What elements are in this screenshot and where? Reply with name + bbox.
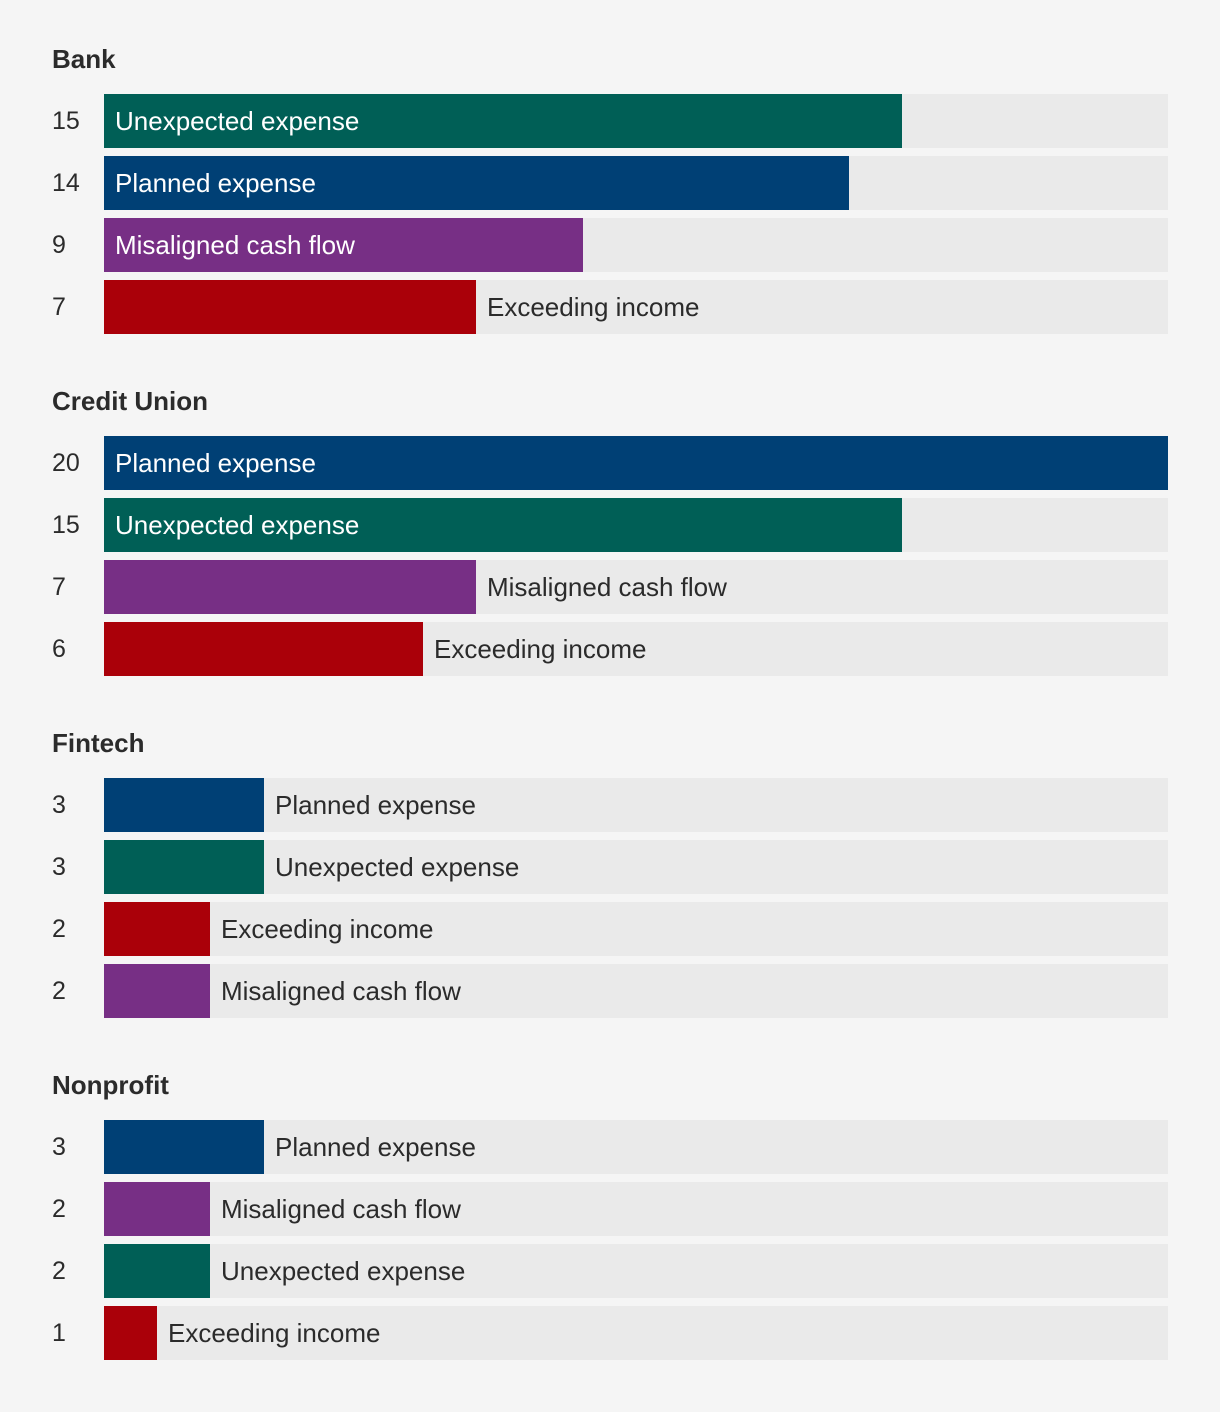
bar-category-label: Planned expense xyxy=(115,168,316,198)
bar-track: Exceeding income xyxy=(104,622,1168,676)
bar-row: 3 Planned expense xyxy=(52,1120,1168,1174)
group-title: Fintech xyxy=(52,728,145,758)
bar-row: 9 Misaligned cash flow xyxy=(52,218,1168,272)
bar-track: Exceeding income xyxy=(104,280,1168,334)
bar-value-label: 3 xyxy=(52,1133,66,1161)
bar-value-label: 7 xyxy=(52,573,66,601)
bar-row: 6 Exceeding income xyxy=(52,622,1168,676)
bar-category-label: Misaligned cash flow xyxy=(115,230,355,260)
bar-misaligned-cash-flow xyxy=(104,560,476,614)
bar-track: Planned expense xyxy=(104,436,1168,490)
bar-track: Unexpected expense xyxy=(104,94,1168,148)
bar-value-label: 1 xyxy=(52,1319,66,1347)
bar-value-label: 6 xyxy=(52,635,66,663)
bar-value-label: 2 xyxy=(52,915,66,943)
bar-value-label: 7 xyxy=(52,293,66,321)
bar-value-label: 9 xyxy=(52,231,66,259)
bar-value-label: 2 xyxy=(52,1195,66,1223)
bar-misaligned-cash-flow xyxy=(104,218,583,272)
bar-track: Misaligned cash flow xyxy=(104,1182,1168,1236)
bar-category-label: Exceeding income xyxy=(168,1318,381,1348)
bar-category-label: Unexpected expense xyxy=(221,1256,466,1286)
bar-track: Misaligned cash flow xyxy=(104,560,1168,614)
bar-category-label: Planned expense xyxy=(275,790,476,820)
bar-row: 7 Misaligned cash flow xyxy=(52,560,1168,614)
bar-row: 2 Misaligned cash flow xyxy=(52,1182,1168,1236)
bar-track: Unexpected expense xyxy=(104,840,1168,894)
bar-category-label: Exceeding income xyxy=(434,634,647,664)
bar-track: Planned expense xyxy=(104,778,1168,832)
bar-row: 15 Unexpected expense xyxy=(52,498,1168,552)
bar-category-label: Planned expense xyxy=(115,448,316,478)
bar-row: 1 Exceeding income xyxy=(52,1306,1168,1360)
group-nonprofit: Nonprofit 3 Planned expense 2 Misaligned cas… xyxy=(52,1070,1168,1360)
bar-track: Planned expense xyxy=(104,156,1168,210)
bar-unexpected-expense xyxy=(104,840,264,894)
bar-track: Misaligned cash flow xyxy=(104,218,1168,272)
bar-row: 20 Planned expense xyxy=(52,436,1168,490)
bar-row: 3 Unexpected expense xyxy=(52,840,1168,894)
bar-exceeding-income xyxy=(104,902,210,956)
bar-exceeding-income xyxy=(104,622,423,676)
grouped-bar-chart: Bank 15 Unexpected expense 14 Planned expens… xyxy=(52,44,1168,1412)
bar-category-label: Planned expense xyxy=(275,1132,476,1162)
bar-row: 2 Exceeding income xyxy=(52,902,1168,956)
bar-value-label: 15 xyxy=(52,107,80,135)
bar-unexpected-expense xyxy=(104,94,902,148)
group-credit-union: Credit Union 20 Planned expense 15 Unexpecte… xyxy=(52,386,1168,676)
bar-row: 14 Planned expense xyxy=(52,156,1168,210)
bar-value-label: 3 xyxy=(52,791,66,819)
group-fintech: Fintech 3 Planned expense 3 Unexpected expen… xyxy=(52,728,1168,1018)
bar-unexpected-expense xyxy=(104,498,902,552)
bar-category-label: Unexpected expense xyxy=(115,106,360,136)
bar-category-label: Misaligned cash flow xyxy=(221,976,461,1006)
group-bank: Bank 15 Unexpected expense 14 Planned expens… xyxy=(52,44,1168,334)
bar-row: 2 Unexpected expense xyxy=(52,1244,1168,1298)
group-title: Nonprofit xyxy=(52,1070,169,1100)
bar-track: Misaligned cash flow xyxy=(104,964,1168,1018)
bar-row: 2 Misaligned cash flow xyxy=(52,964,1168,1018)
bar-track: Unexpected expense xyxy=(104,498,1168,552)
group-title: Credit Union xyxy=(52,386,208,416)
bar-category-label: Unexpected expense xyxy=(115,510,360,540)
bar-row: 3 Planned expense xyxy=(52,778,1168,832)
bar-track: Planned expense xyxy=(104,1120,1168,1174)
bar-exceeding-income xyxy=(104,280,476,334)
bar-planned-expense xyxy=(104,778,264,832)
bar-value-label: 2 xyxy=(52,1257,66,1285)
bar-exceeding-income xyxy=(104,1306,157,1360)
bar-planned-expense xyxy=(104,156,849,210)
bar-track: Exceeding income xyxy=(104,1306,1168,1360)
bar-misaligned-cash-flow xyxy=(104,964,210,1018)
bar-value-label: 3 xyxy=(52,853,66,881)
bar-value-label: 14 xyxy=(52,169,80,197)
bar-row: 7 Exceeding income xyxy=(52,280,1168,334)
bar-category-label: Exceeding income xyxy=(487,292,700,322)
bar-track: Exceeding income xyxy=(104,902,1168,956)
bar-value-label: 2 xyxy=(52,977,66,1005)
bar-unexpected-expense xyxy=(104,1244,210,1298)
bar-category-label: Misaligned cash flow xyxy=(487,572,727,602)
bar-misaligned-cash-flow xyxy=(104,1182,210,1236)
bar-category-label: Exceeding income xyxy=(221,914,434,944)
bar-planned-expense xyxy=(104,1120,264,1174)
bar-category-label: Misaligned cash flow xyxy=(221,1194,461,1224)
bar-value-label: 15 xyxy=(52,511,80,539)
bar-row: 15 Unexpected expense xyxy=(52,94,1168,148)
bar-value-label: 20 xyxy=(52,449,80,477)
bar-planned-expense xyxy=(104,436,1168,490)
group-title: Bank xyxy=(52,44,116,74)
bar-track: Unexpected expense xyxy=(104,1244,1168,1298)
bar-category-label: Unexpected expense xyxy=(275,852,520,882)
